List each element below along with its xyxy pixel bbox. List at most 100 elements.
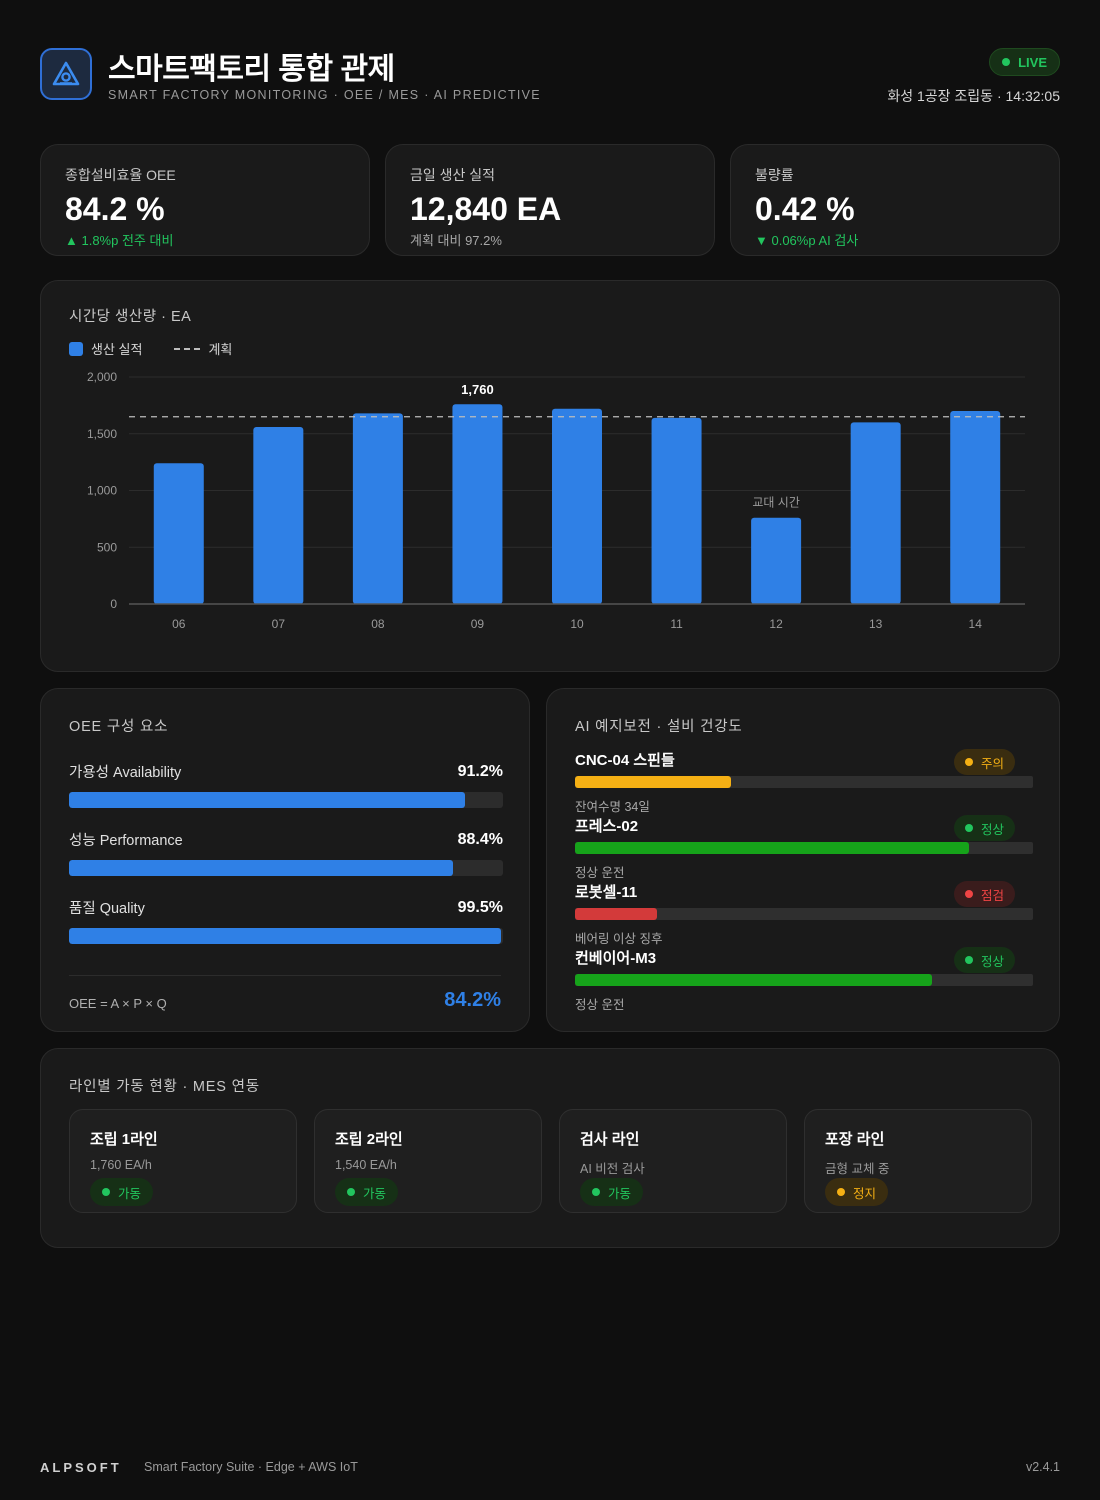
live-label: LIVE [1018, 54, 1047, 70]
line-status-badge: 가동 [580, 1178, 644, 1206]
health-fill [575, 842, 969, 854]
line-card-assembly-1[interactable]: 조립 1라인 1,760 EA/h 가동 [69, 1109, 297, 1213]
health-track [575, 776, 1033, 788]
line-name: 조립 2라인 [335, 1131, 403, 1148]
progress-fill [69, 860, 453, 876]
line-detail: AI 비전 검사 [580, 1162, 645, 1176]
line-detail: 금형 교체 중 [825, 1162, 890, 1176]
hourly-production-panel: 시간당 생산량 · EA 생산 실적 계획 2,000 1,500 1,000 500… [40, 280, 1060, 672]
equipment-conveyor-m3[interactable]: 컨베이어-M3 정상 운전 [575, 947, 1033, 1013]
kpi-label: 금일 생산 실적 [410, 167, 496, 183]
x-tick-label: 12 [769, 617, 783, 631]
status-dot-icon [964, 758, 973, 766]
equipment-name: 로봇셀-11 [575, 884, 638, 901]
bar-07 [253, 426, 304, 604]
status-dot-icon [837, 1188, 845, 1196]
health-track [575, 842, 1033, 854]
bar-10 [552, 408, 602, 604]
equipment-cnc-04[interactable]: CNC-04 스핀들 잔여수명 34일 [575, 749, 1033, 815]
page-title: 스마트팩토리 통합 관제 [108, 53, 395, 86]
kpi-change: 계획 대비 97.2% [410, 233, 502, 248]
x-tick-label: 06 [172, 617, 186, 631]
component-value: 91.2% [457, 762, 503, 780]
line-card-inspection[interactable]: 검사 라인 AI 비전 검사 가동 [559, 1109, 787, 1213]
status-label: 정상 [980, 822, 1004, 837]
line-status-badge: 가동 [335, 1178, 399, 1206]
x-tick-label: 07 [272, 617, 286, 631]
kpi-value: 12,840 EA [410, 191, 562, 227]
chart-legend: 생산 실적 계획 [69, 339, 232, 358]
legend-swatch-actual [69, 341, 83, 356]
status-dot-icon [964, 956, 973, 964]
line-status-panel: 라인별 가동 현황 · MES 연동 조립 1라인 1,760 EA/h 가동 … [40, 1048, 1060, 1248]
bar-09 [452, 404, 503, 604]
x-tick-label: 09 [471, 617, 485, 631]
y-tick-label: 0 [110, 597, 117, 611]
equipment-note: 정상 운전 [575, 866, 625, 880]
status-label: 정지 [853, 1186, 877, 1201]
x-tick-label: 08 [371, 617, 385, 631]
section-title: OEE 구성 요소 [69, 719, 169, 735]
equipment-note: 정상 운전 [575, 998, 625, 1012]
status-label: 주의 [980, 756, 1004, 771]
oee-formula: OEE = A × P × Q [69, 996, 167, 1011]
live-badge: LIVE [989, 48, 1060, 76]
ai-predictive-panel: AI 예지보전 · 설비 건강도 CNC-04 스핀들 잔여수명 34일 주의 … [546, 688, 1060, 1032]
oee-components-panel: OEE 구성 요소 가용성 Availability 91.2% 성능 Perf… [40, 688, 530, 1032]
alert-triangle-eye-icon [52, 61, 80, 86]
health-fill [575, 974, 933, 986]
kpi-change: ▲ 1.8%p 전주 대비 [65, 233, 174, 248]
status-dot-icon [347, 1188, 355, 1196]
divider [69, 975, 501, 976]
status-label: 가동 [608, 1186, 632, 1201]
component-value: 99.5% [457, 898, 503, 916]
footer-text: Smart Factory Suite · Edge + AWS IoT [144, 1460, 358, 1474]
section-title: 라인별 가동 현황 · MES 연동 [69, 1079, 260, 1095]
chart-annotation: 교대 시간 [752, 496, 800, 510]
bar-08 [352, 413, 403, 604]
y-tick-label: 1,500 [87, 427, 117, 441]
legend-label-actual: 생산 실적 [91, 342, 143, 357]
status-badge: 정상 [953, 947, 1015, 973]
status-label: 가동 [363, 1186, 387, 1201]
status-badge: 정상 [953, 815, 1015, 841]
kpi-card-oee: 종합설비효율 OEE 84.2 % ▲ 1.8%p 전주 대비 [40, 144, 370, 256]
oee-formula-value: 84.2% [444, 989, 501, 1011]
line-card-packaging[interactable]: 포장 라인 금형 교체 중 정지 [804, 1109, 1032, 1213]
bar-12 [751, 517, 802, 604]
progress-track [69, 792, 503, 808]
page-subtitle: SMART FACTORY MONITORING · OEE / MES · A… [108, 88, 541, 102]
oee-component-availability: 가용성 Availability 91.2% [69, 761, 503, 808]
line-status-badge: 가동 [90, 1178, 154, 1206]
progress-fill [69, 928, 501, 944]
kpi-label: 종합설비효율 OEE [65, 167, 176, 183]
status-dot-icon [964, 890, 973, 898]
equipment-press-02[interactable]: 프레스-02 정상 운전 [575, 815, 1033, 881]
bar-chart: 2,000 1,500 1,000 500 0 06 07 08 09 10 11 12 13 14 1,7… [87, 370, 1025, 631]
kpi-card-production: 금일 생산 실적 12,840 EA 계획 대비 97.2% [385, 144, 715, 256]
equipment-robotcell-11[interactable]: 로봇셀-11 베어링 이상 징후 [575, 881, 1033, 947]
progress-track [69, 860, 503, 876]
x-tick-label: 10 [570, 617, 584, 631]
x-tick-label: 13 [869, 617, 883, 631]
status-label: 정상 [980, 954, 1004, 969]
status-badge: 주의 [953, 749, 1015, 775]
status-dot-icon [102, 1188, 110, 1196]
line-detail: 1,540 EA/h [335, 1158, 397, 1172]
component-name: 가용성 Availability [69, 765, 182, 781]
kpi-value: 84.2 % [65, 191, 165, 227]
component-name: 품질 Quality [69, 901, 145, 917]
progress-track [69, 928, 503, 944]
kpi-label: 불량률 [755, 167, 794, 183]
line-card-assembly-2[interactable]: 조립 2라인 1,540 EA/h 가동 [314, 1109, 542, 1213]
kpi-change: ▼ 0.06%p AI 검사 [755, 233, 859, 248]
kpi-card-defect-rate: 불량률 0.42 % ▼ 0.06%p AI 검사 [730, 144, 1060, 256]
status-label: 가동 [118, 1186, 142, 1201]
footer-version: v2.4.1 [1025, 1460, 1060, 1474]
bar-13 [850, 422, 901, 604]
equipment-name: CNC-04 스핀들 [575, 752, 675, 769]
status-label: 점검 [980, 888, 1004, 903]
status-dot-icon [964, 824, 973, 832]
location-time: 화성 1공장 조립동 · 14:32:05 [887, 88, 1060, 104]
section-title: AI 예지보전 · 설비 건강도 [575, 719, 743, 735]
